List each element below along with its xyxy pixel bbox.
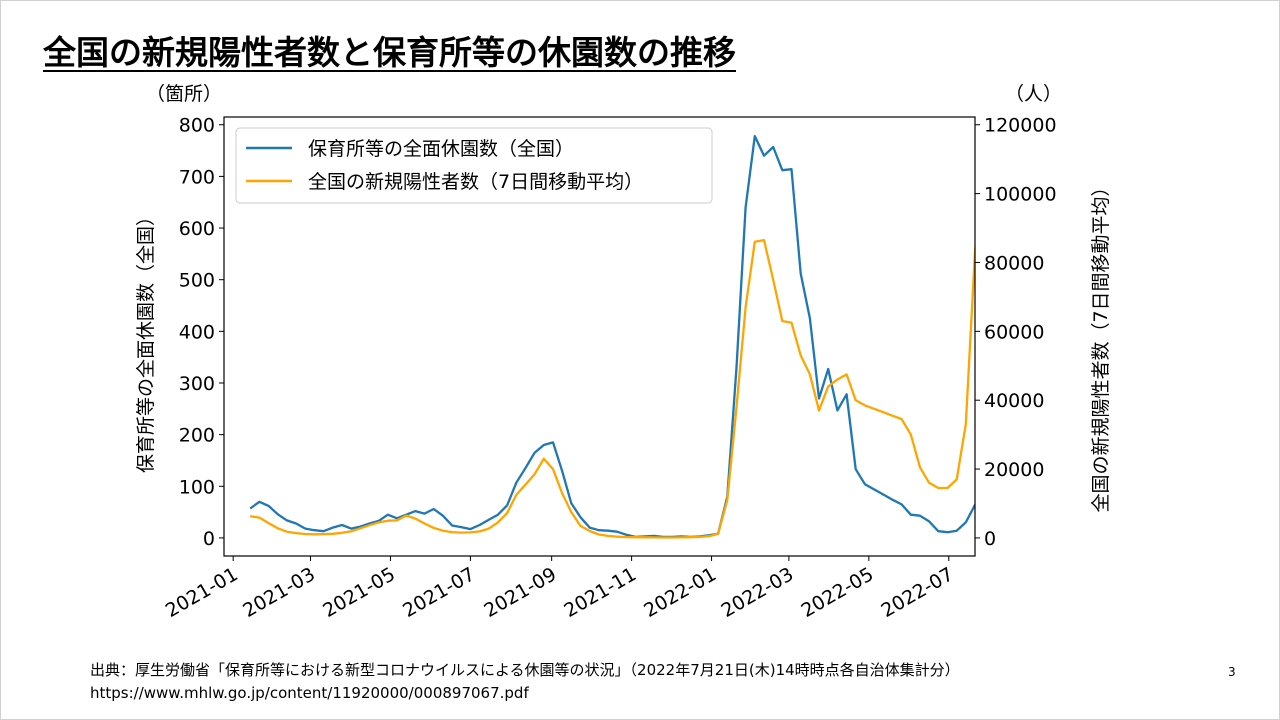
left-tick-label: 400 <box>179 321 215 343</box>
x-tick-label: 2021-01 <box>162 563 242 622</box>
left-tick-label: 300 <box>179 373 215 395</box>
left-tick-label: 600 <box>179 218 215 240</box>
right-tick-label: 0 <box>984 528 996 550</box>
right-axis-label: 全国の新規陽性者数（7日間移動平均） <box>1090 177 1112 512</box>
source-url[interactable]: https://www.mhlw.go.jp/content/11920000/… <box>90 684 529 702</box>
left-tick-label: 800 <box>179 115 215 137</box>
left-tick-label: 100 <box>179 476 215 498</box>
right-tick-label: 40000 <box>984 390 1044 412</box>
page-number: 3 <box>1228 665 1236 679</box>
slide-title: 全国の新規陽性者数と保育所等の休園数の推移 <box>43 33 736 72</box>
x-tick-label: 2021-05 <box>319 563 399 622</box>
legend-label-1: 保育所等の全面休園数（全国） <box>308 138 574 160</box>
source-citation: 出典：厚生労働省「保育所等における新型コロナウイルスによる休園等の状況」（202… <box>90 661 960 679</box>
chart: （箇所） （人） 0 100 200 300 400 500 600 700 800 0 20000… <box>135 83 1112 622</box>
right-tick-label: 80000 <box>984 252 1044 274</box>
x-tick-label: 2021-07 <box>399 563 479 622</box>
legend-box <box>235 127 713 204</box>
right-tick-label: 60000 <box>984 321 1044 343</box>
x-tick-label: 2021-09 <box>480 563 560 622</box>
x-tick-label: 2022-07 <box>878 563 958 622</box>
left-tick-label: 200 <box>179 425 215 447</box>
right-tick-label: 100000 <box>984 184 1057 206</box>
plot-frame <box>223 116 976 557</box>
right-axis-unit: （人） <box>1005 83 1062 105</box>
legend-label-2: 全国の新規陽性者数（7日間移動平均） <box>308 171 643 193</box>
left-axis-unit: （箇所） <box>146 83 222 105</box>
x-tick-label: 2021-03 <box>239 563 319 622</box>
left-tick-label: 700 <box>179 166 215 188</box>
left-tick-label: 500 <box>179 270 215 292</box>
right-tick-label: 20000 <box>984 459 1044 481</box>
series-line-1 <box>249 134 975 539</box>
x-tick-label: 2021-11 <box>560 563 640 622</box>
x-tick-label: 2022-01 <box>640 563 720 622</box>
left-axis-label: 保育所等の全面休園数（全国） <box>135 207 157 473</box>
series-line-2 <box>250 238 975 539</box>
right-tick-label: 120000 <box>984 115 1057 137</box>
x-tick-label: 2022-03 <box>718 563 798 622</box>
x-tick-label: 2022-05 <box>798 563 878 622</box>
left-tick-label: 0 <box>203 528 215 550</box>
